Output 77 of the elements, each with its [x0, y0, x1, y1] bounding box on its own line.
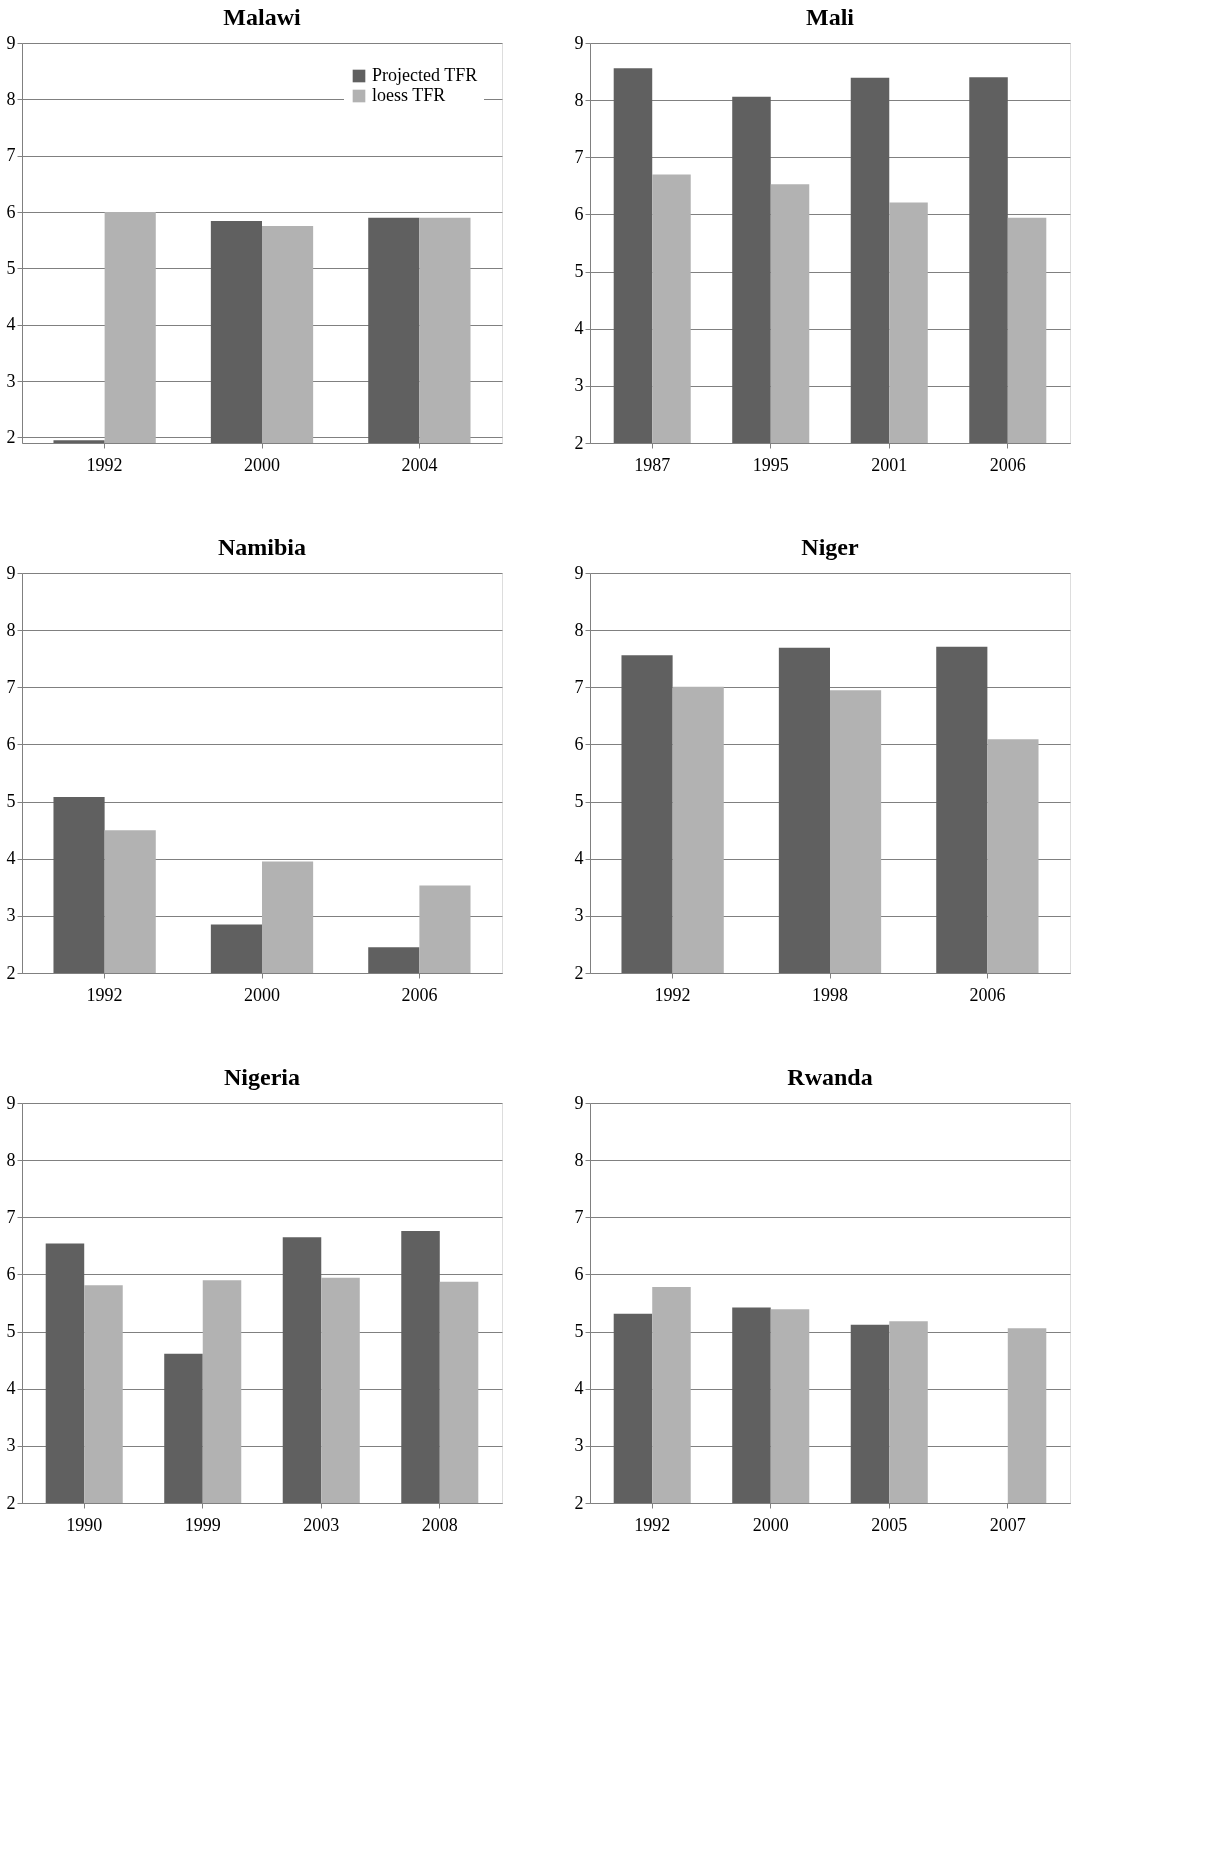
y-tick-label: 7	[574, 146, 584, 167]
legend-label: loess TFR	[372, 85, 446, 105]
x-tick-label: 1992	[654, 984, 691, 1005]
y-tick-label: 3	[574, 905, 584, 926]
x-tick-label: 2000	[244, 454, 280, 475]
x-tick-label: 1995	[752, 454, 789, 475]
y-tick-label: 3	[6, 370, 16, 391]
y-tick-label: 2	[6, 1492, 16, 1513]
y-tick-label: 8	[6, 1149, 16, 1170]
y-tick-label: 6	[6, 201, 16, 222]
x-tick-label: 1998	[812, 984, 848, 1005]
y-tick-label: 4	[574, 1378, 584, 1399]
y-tick-label: 3	[574, 1435, 584, 1456]
x-tick-label: 2007	[989, 1514, 1026, 1535]
x-tick-label: 2005	[871, 1514, 908, 1535]
y-tick-label: 8	[574, 89, 584, 110]
y-tick-label: 9	[574, 32, 584, 53]
y-tick-label: 3	[6, 905, 16, 926]
y-tick-label: 4	[6, 1378, 16, 1399]
chart-title: Malawi	[223, 4, 301, 30]
legend-label: Projected TFR	[372, 65, 478, 85]
y-tick-label: 3	[6, 1435, 16, 1456]
y-tick-label: 9	[574, 562, 584, 583]
y-tick-label: 6	[6, 1263, 16, 1284]
x-tick-label: 1992	[86, 984, 123, 1005]
chart-title: Namibia	[217, 534, 307, 560]
y-tick-label: 7	[6, 1206, 16, 1227]
chart-title: Rwanda	[787, 1064, 873, 1090]
y-tick-label: 9	[6, 562, 16, 583]
y-tick-label: 9	[574, 1092, 584, 1113]
x-tick-label: 2006	[969, 984, 1006, 1005]
x-tick-label: 2001	[871, 454, 908, 475]
y-tick-label: 8	[6, 88, 16, 109]
y-tick-label: 5	[574, 1321, 584, 1342]
x-tick-label: 2008	[421, 1514, 458, 1535]
y-tick-label: 2	[6, 962, 16, 983]
x-tick-label: 2004	[401, 454, 438, 475]
y-tick-label: 5	[574, 261, 584, 282]
x-tick-label: 2000	[752, 1514, 789, 1535]
x-tick-label: 1987	[634, 454, 671, 475]
y-tick-label: 7	[574, 676, 584, 697]
x-tick-label: 2000	[244, 984, 280, 1005]
y-tick-label: 7	[6, 145, 16, 166]
x-tick-label: 1999	[184, 1514, 221, 1535]
y-tick-label: 6	[6, 733, 16, 754]
y-tick-label: 5	[6, 1321, 16, 1342]
x-tick-label: 2003	[303, 1514, 340, 1535]
y-tick-label: 7	[574, 1206, 584, 1227]
y-tick-label: 4	[6, 848, 16, 869]
x-tick-label: 2006	[401, 984, 438, 1005]
x-tick-label: 1990	[66, 1514, 103, 1535]
y-tick-label: 5	[6, 791, 16, 812]
x-tick-label: 1992	[634, 1514, 671, 1535]
y-tick-label: 2	[574, 1492, 584, 1513]
y-tick-label: 2	[574, 432, 584, 453]
y-tick-label: 8	[6, 619, 16, 640]
chart-title: Mali	[806, 4, 855, 30]
y-tick-label: 4	[574, 318, 584, 339]
y-tick-label: 7	[6, 676, 16, 697]
chart-title: Nigeria	[224, 1064, 300, 1090]
chart-title: Niger	[801, 534, 859, 560]
y-tick-label: 3	[574, 375, 584, 396]
y-tick-label: 5	[6, 257, 16, 278]
y-tick-label: 6	[574, 1263, 584, 1284]
y-tick-label: 8	[574, 619, 584, 640]
y-tick-label: 4	[574, 848, 584, 869]
y-tick-label: 4	[6, 314, 16, 335]
x-tick-label: 2006	[989, 454, 1026, 475]
y-tick-label: 2	[574, 962, 584, 983]
y-tick-label: 6	[574, 203, 584, 224]
y-tick-label: 5	[574, 791, 584, 812]
y-tick-label: 9	[6, 1092, 16, 1113]
y-tick-label: 2	[6, 426, 16, 447]
x-tick-label: 1992	[86, 454, 123, 475]
y-tick-label: 6	[574, 733, 584, 754]
y-tick-label: 8	[574, 1149, 584, 1170]
y-tick-label: 9	[6, 32, 16, 53]
